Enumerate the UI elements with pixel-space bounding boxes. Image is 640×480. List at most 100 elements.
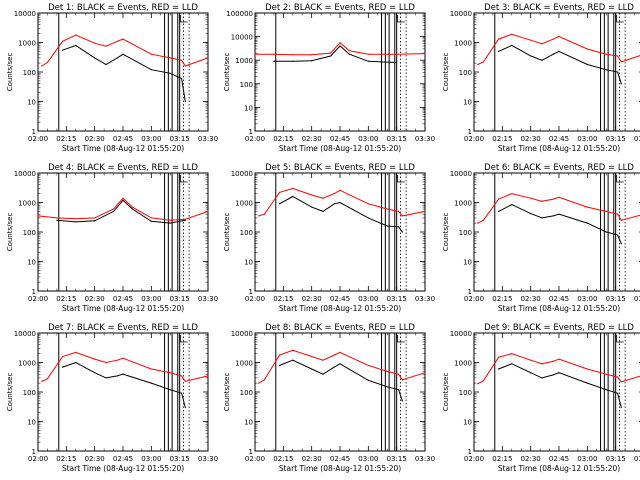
x-tick-label: 02:15 <box>492 135 512 143</box>
x-tick-label: 03:30 <box>415 455 435 463</box>
series-line-red <box>37 197 209 221</box>
bracket-mark <box>397 175 405 183</box>
x-axis-label: Start Time (08-Aug-12 01:55:20) <box>62 304 184 313</box>
x-tick-label: 02:45 <box>330 135 350 143</box>
y-tick-label: 10000 <box>14 330 36 338</box>
x-tick-label: 02:30 <box>85 295 105 303</box>
chart-title: Det 3: BLACK = Events, RED = LLD <box>484 3 634 13</box>
chart-panel-5: Det 5: BLACK = Events, RED = LLD 1 10 100 10… <box>223 163 435 313</box>
x-axis-label: Start Time (08-Aug-12 01:55:20) <box>498 464 620 473</box>
y-tick-label: 10 <box>27 99 36 107</box>
bracket-mark <box>180 15 188 23</box>
y-axis-label: Counts/sec <box>442 213 450 252</box>
x-tick-label: 03:00 <box>577 295 597 303</box>
y-tick-label: 1 <box>249 128 253 136</box>
y-tick-label: 10000 <box>231 34 253 42</box>
chart-panel-6: Det 6: BLACK = Events, RED = LLD 1 10 100 10… <box>442 163 640 313</box>
y-tick-label: 1000 <box>235 360 253 368</box>
y-tick-label: 1000 <box>454 40 472 48</box>
x-tick-label: 03:00 <box>358 295 378 303</box>
series-line-red <box>41 34 209 67</box>
x-tick-label: 02:30 <box>521 455 541 463</box>
series-line-black <box>279 359 403 402</box>
y-tick-label: 10 <box>463 99 472 107</box>
x-tick-label: 03:15 <box>387 455 407 463</box>
y-tick-label: 100 <box>240 229 253 237</box>
series-line-red <box>258 187 426 217</box>
x-tick-label: 02:30 <box>85 455 105 463</box>
series-line-black <box>62 44 186 102</box>
y-tick-label: 1000 <box>18 200 36 208</box>
x-tick-label: 03:30 <box>198 135 218 143</box>
y-tick-label: 10 <box>463 419 472 427</box>
y-tick-label: 100 <box>23 389 36 397</box>
y-tick-label: 1000 <box>454 360 472 368</box>
x-tick-label: 03:15 <box>606 455 626 463</box>
y-tick-label: 1000 <box>454 200 472 208</box>
x-tick-label: 03:30 <box>634 295 640 303</box>
y-axis-label: Counts/sec <box>6 373 14 412</box>
y-axis-label: Counts/sec <box>223 373 231 412</box>
x-tick-label: 02:00 <box>464 135 484 143</box>
x-axis-label: Start Time (08-Aug-12 01:55:20) <box>498 144 620 153</box>
x-tick-label: 02:00 <box>245 135 265 143</box>
series-line-black <box>56 199 186 224</box>
x-axis-label: Start Time (08-Aug-12 01:55:20) <box>62 464 184 473</box>
y-tick-label: 10 <box>27 419 36 427</box>
x-tick-label: 02:45 <box>549 295 569 303</box>
x-tick-label: 02:00 <box>464 295 484 303</box>
bracket-mark <box>180 335 188 343</box>
x-tick-label: 02:15 <box>492 295 512 303</box>
series-line-red <box>258 349 426 384</box>
x-tick-label: 03:00 <box>141 455 161 463</box>
x-tick-label: 02:30 <box>302 135 322 143</box>
x-tick-label: 03:30 <box>198 455 218 463</box>
y-tick-label: 100 <box>240 389 253 397</box>
x-tick-label: 02:30 <box>521 135 541 143</box>
x-tick-label: 02:30 <box>521 295 541 303</box>
y-tick-label: 100 <box>459 389 472 397</box>
x-tick-label: 03:00 <box>577 455 597 463</box>
chart-title: Det 7: BLACK = Events, RED = LLD <box>48 323 198 333</box>
chart-panel-9: Det 9: BLACK = Events, RED = LLD 1 10 100 10… <box>442 323 640 473</box>
bracket-mark <box>180 175 188 183</box>
series-line-red <box>477 193 640 224</box>
x-tick-label: 03:30 <box>634 135 640 143</box>
y-tick-label: 1000 <box>235 200 253 208</box>
series-line-red <box>255 42 426 56</box>
chart-panel-2: Det 2: BLACK = Events, RED = LLD 1 10 100 10… <box>223 3 435 153</box>
bracket-mark <box>616 335 624 343</box>
x-tick-label: 03:15 <box>170 455 190 463</box>
y-tick-label: 10000 <box>450 330 472 338</box>
y-axis-label: Counts/sec <box>442 373 450 412</box>
x-tick-label: 03:00 <box>141 295 161 303</box>
y-tick-label: 1 <box>468 288 472 296</box>
x-tick-label: 02:15 <box>273 295 293 303</box>
plot-frame <box>473 172 640 292</box>
series-line-black <box>273 45 397 63</box>
x-tick-label: 03:00 <box>358 455 378 463</box>
plot-frame <box>37 332 209 452</box>
chart-title: Det 1: BLACK = Events, RED = LLD <box>48 3 198 13</box>
y-tick-label: 10 <box>27 259 36 267</box>
chart-panel-3: Det 3: BLACK = Events, RED = LLD 1 10 100 10… <box>442 3 640 153</box>
x-tick-label: 03:30 <box>415 295 435 303</box>
bracket-mark <box>397 15 405 23</box>
chart-title: Det 8: BLACK = Events, RED = LLD <box>265 323 415 333</box>
y-axis-label: Counts/sec <box>223 213 231 252</box>
y-tick-label: 10 <box>244 259 253 267</box>
series-line-black <box>498 363 622 408</box>
y-tick-label: 10000 <box>450 10 472 18</box>
y-axis-label: Counts/sec <box>223 53 231 92</box>
series-line-red <box>477 353 640 385</box>
x-tick-label: 02:45 <box>113 135 133 143</box>
bracket-mark <box>616 175 624 183</box>
x-tick-label: 03:00 <box>577 135 597 143</box>
plot-frame <box>37 12 209 132</box>
x-tick-label: 02:15 <box>492 455 512 463</box>
series-line-red <box>41 351 209 382</box>
series-line-black <box>498 44 622 84</box>
plot-frame <box>254 12 426 132</box>
x-tick-label: 02:00 <box>245 295 265 303</box>
